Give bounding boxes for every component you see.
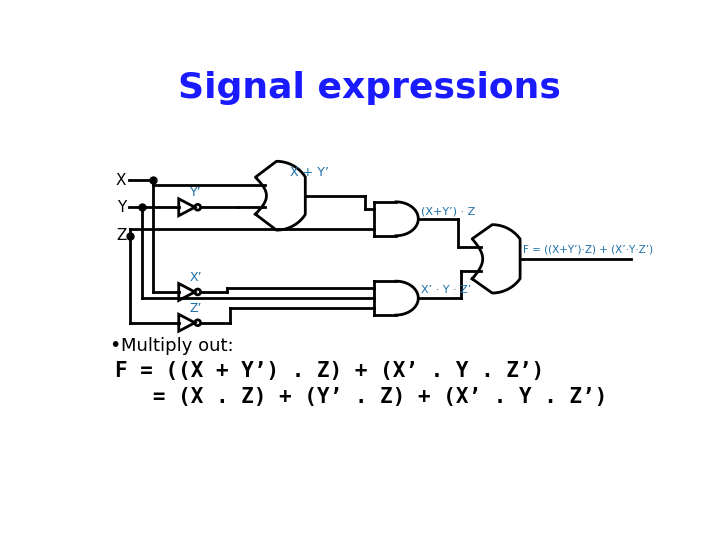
Text: Multiply out:: Multiply out: bbox=[121, 337, 234, 355]
Text: Signal expressions: Signal expressions bbox=[178, 71, 560, 105]
Text: = (X . Z) + (Y’ . Z) + (X’ . Y . Z’): = (X . Z) + (Y’ . Z) + (X’ . Y . Z’) bbox=[115, 387, 607, 408]
Text: Z’: Z’ bbox=[189, 302, 202, 315]
Text: •: • bbox=[109, 336, 120, 355]
Text: X’: X’ bbox=[189, 271, 202, 284]
Text: Y’: Y’ bbox=[189, 186, 201, 199]
Text: (X+Y’) · Z: (X+Y’) · Z bbox=[420, 206, 474, 216]
Text: Y: Y bbox=[117, 200, 127, 215]
Text: X: X bbox=[116, 173, 127, 188]
Text: F = ((X+Y’)·Z) + (X’·Y·Z’): F = ((X+Y’)·Z) + (X’·Y·Z’) bbox=[523, 245, 653, 255]
Text: F = ((X + Y’) . Z) + (X’ . Y . Z’): F = ((X + Y’) . Z) + (X’ . Y . Z’) bbox=[115, 361, 544, 381]
Text: Z: Z bbox=[116, 228, 127, 243]
Text: X’ · Y · Z’: X’ · Y · Z’ bbox=[420, 286, 471, 295]
Text: X + Y’: X + Y’ bbox=[290, 166, 329, 179]
